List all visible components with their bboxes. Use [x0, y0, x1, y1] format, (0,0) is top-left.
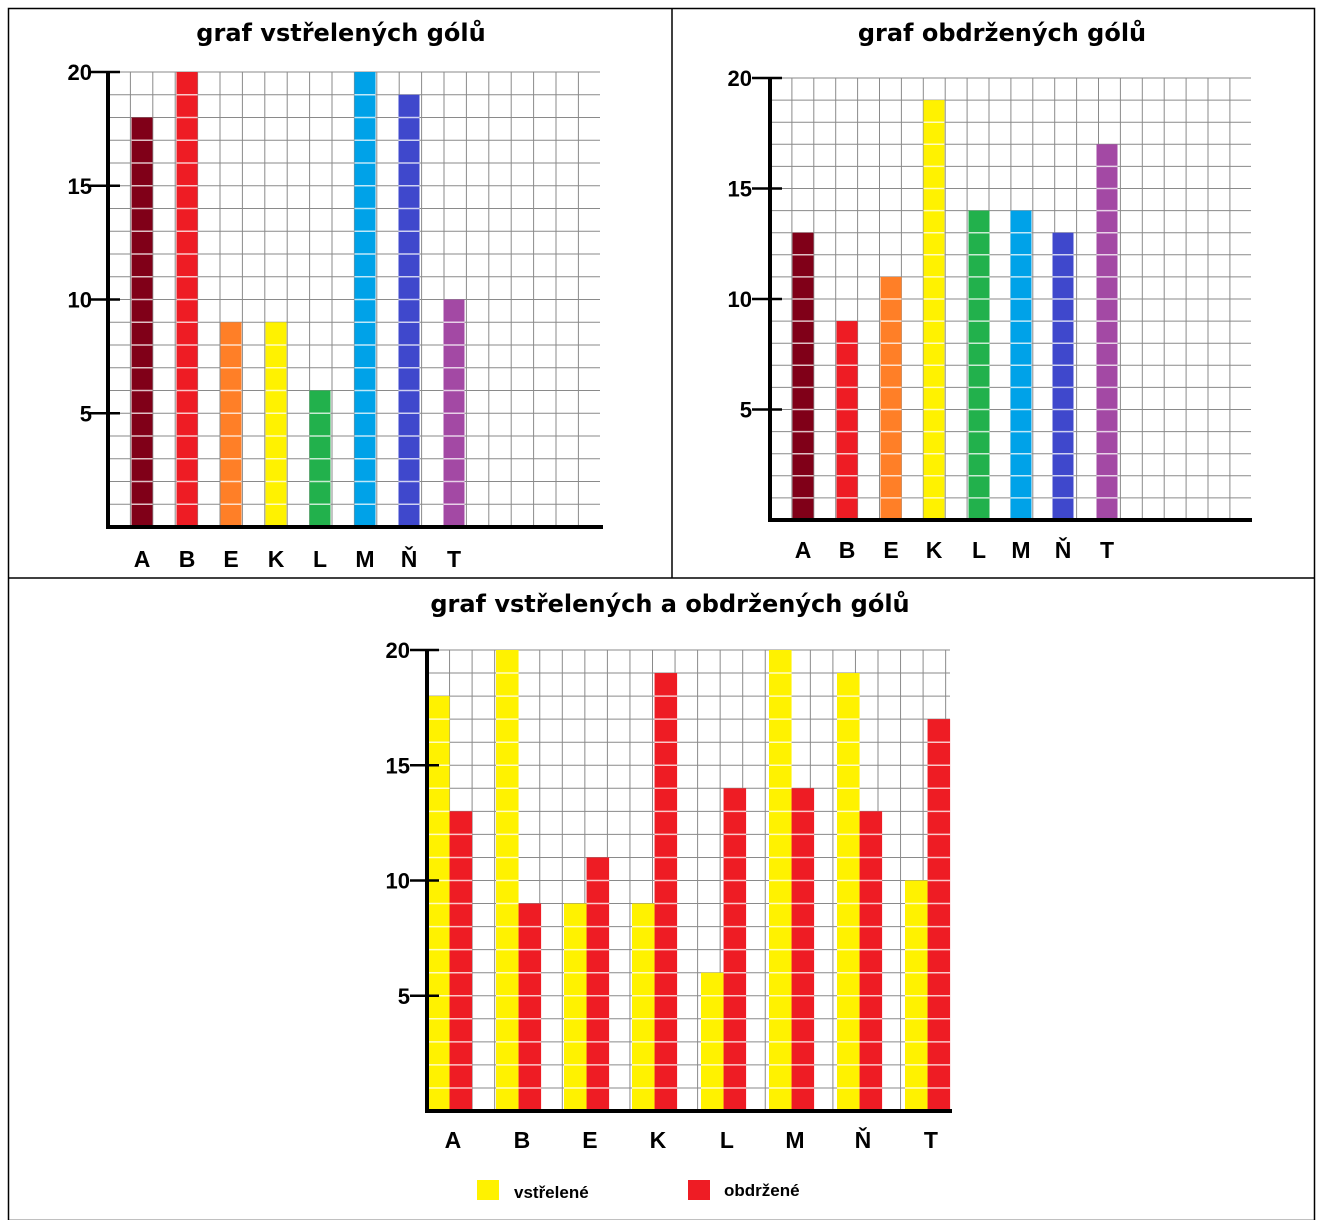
bar-conceded-T: [927, 719, 951, 1111]
x-category-label: B: [179, 546, 196, 572]
chart-scored-bars: [131, 72, 465, 527]
chart-combined-ticks: 5 10 15 20: [386, 638, 439, 1009]
x-category-label: E: [582, 1127, 597, 1153]
y-tick-label: 10: [68, 288, 92, 313]
x-category-label: A: [795, 537, 812, 563]
x-category-label: K: [926, 537, 943, 563]
table-frame: [7, 7, 1316, 1220]
legend-label-scored: vstřelené: [514, 1183, 589, 1202]
chart-conceded-ticks: 5 10 15 20: [728, 66, 782, 423]
bar-Ň: [1052, 232, 1074, 520]
bar-A: [792, 232, 814, 520]
bar-B: [836, 321, 858, 520]
legend-swatch-conceded: [688, 1180, 710, 1200]
x-category-label: T: [924, 1127, 938, 1153]
x-category-label: Ň: [401, 545, 418, 572]
x-category-label: Ň: [1055, 536, 1072, 563]
legend: vstřelené obdržené: [477, 1180, 800, 1202]
bar-conceded-B: [518, 903, 542, 1111]
bar-conceded-Ň: [859, 811, 883, 1111]
x-category-label: E: [883, 537, 898, 563]
bar-K: [265, 322, 287, 527]
bar-T: [1096, 144, 1118, 521]
x-category-label: Ň: [855, 1126, 872, 1153]
y-tick-label: 10: [728, 287, 752, 312]
y-tick-label: 5: [80, 401, 92, 426]
bar-E: [880, 276, 902, 520]
x-category-label: A: [134, 546, 151, 572]
legend-label-conceded: obdržené: [724, 1181, 800, 1200]
x-category-label: M: [1011, 537, 1030, 563]
x-category-label: E: [223, 546, 238, 572]
bar-conceded-E: [586, 857, 610, 1111]
x-category-label: B: [514, 1127, 531, 1153]
y-tick-label: 20: [386, 638, 410, 663]
chart-combined-goals: graf vstřelených a obdržených gólů 5 10 15…: [386, 590, 952, 1202]
x-category-label: A: [445, 1127, 462, 1153]
chart-scored-title: graf vstřelených gólů: [196, 19, 485, 47]
bar-K: [923, 100, 945, 520]
bar-E: [220, 322, 242, 527]
bar-scored-Ň: [837, 673, 860, 1111]
y-tick-label: 20: [68, 60, 92, 85]
x-category-label: T: [447, 546, 461, 572]
y-tick-label: 5: [398, 984, 410, 1009]
bar-scored-K: [632, 903, 655, 1111]
chart-scored-goals: graf vstřelených gólů 5 10 15 20 A B E K L M Ň T: [68, 19, 603, 572]
x-category-label: B: [839, 537, 856, 563]
chart-scored-ticks: 5 10 15 20: [68, 60, 120, 426]
y-tick-label: 15: [386, 753, 410, 778]
chart-combined-title: graf vstřelených a obdržených gólů: [430, 590, 909, 618]
y-tick-label: 15: [68, 174, 92, 199]
x-category-label: M: [355, 546, 374, 572]
y-tick-label: 10: [386, 869, 410, 894]
bar-conceded-K: [654, 673, 678, 1111]
x-category-label: M: [785, 1127, 804, 1153]
y-tick-label: 20: [728, 66, 752, 91]
y-tick-label: 15: [728, 177, 752, 202]
x-category-label: T: [1100, 537, 1114, 563]
bar-scored-E: [564, 903, 587, 1111]
chart-conceded-title: graf obdržených gólů: [858, 19, 1146, 47]
y-tick-label: 5: [740, 398, 752, 423]
x-category-label: L: [720, 1127, 734, 1153]
x-category-label: L: [313, 546, 327, 572]
x-category-label: K: [650, 1127, 667, 1153]
bar-Ň: [398, 94, 420, 527]
x-category-label: K: [268, 546, 285, 572]
chart-conceded-bars: [792, 100, 1118, 521]
legend-swatch-scored: [477, 1180, 499, 1200]
x-category-label: L: [972, 537, 986, 563]
bar-conceded-A: [449, 811, 473, 1111]
chart-combined-bars: [427, 650, 951, 1111]
